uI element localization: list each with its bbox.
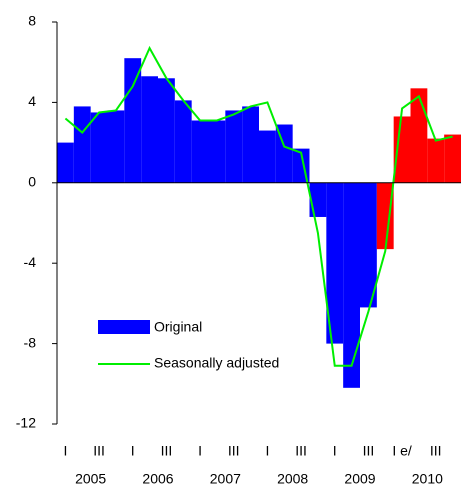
bar (57, 142, 74, 183)
bar (393, 116, 411, 183)
bar (259, 130, 276, 183)
bar (90, 112, 108, 183)
x-tick-label: I e/ (392, 443, 412, 459)
bar (360, 182, 377, 308)
y-tick-label: 4 (28, 93, 36, 109)
year-label: 2007 (210, 471, 241, 487)
year-label: 2006 (142, 471, 173, 487)
legend-swatch (98, 320, 150, 334)
y-tick-label: -4 (24, 254, 37, 270)
x-tick-label: I (131, 443, 135, 459)
bar (427, 138, 445, 183)
bar (444, 134, 461, 183)
x-tick-label: I (198, 443, 202, 459)
bar (326, 182, 344, 344)
x-tick-label: III (93, 443, 105, 459)
bar (410, 88, 428, 183)
x-tick-label: III (363, 443, 375, 459)
year-label: 2005 (75, 471, 106, 487)
bar (343, 182, 360, 388)
x-tick-label: III (295, 443, 307, 459)
bar (107, 110, 125, 183)
x-tick-label: III (228, 443, 240, 459)
x-tick-label: III (161, 443, 173, 459)
y-tick-label: -12 (16, 415, 36, 431)
y-tick-label: -8 (24, 334, 37, 350)
bar (141, 76, 158, 183)
year-label: 2009 (344, 471, 375, 487)
x-tick-label: III (430, 443, 442, 459)
bar (225, 110, 243, 183)
bar (309, 182, 327, 217)
bar (376, 182, 394, 250)
legend-label: Original (154, 319, 202, 335)
y-tick-label: 0 (28, 174, 36, 190)
bar (174, 100, 192, 183)
year-label: 2008 (277, 471, 308, 487)
year-label: 2010 (412, 471, 443, 487)
bar (124, 58, 142, 183)
x-tick-label: I (63, 443, 67, 459)
bar (242, 106, 259, 183)
bar (158, 78, 175, 183)
bar (73, 106, 91, 183)
bar (191, 120, 209, 183)
bar (208, 120, 226, 183)
x-tick-label: I (265, 443, 269, 459)
bar (275, 124, 293, 183)
line (64, 45, 453, 367)
legend-label: Seasonally adjusted (154, 355, 279, 371)
y-tick-label: 8 (28, 13, 36, 29)
x-tick-label: I (333, 443, 337, 459)
